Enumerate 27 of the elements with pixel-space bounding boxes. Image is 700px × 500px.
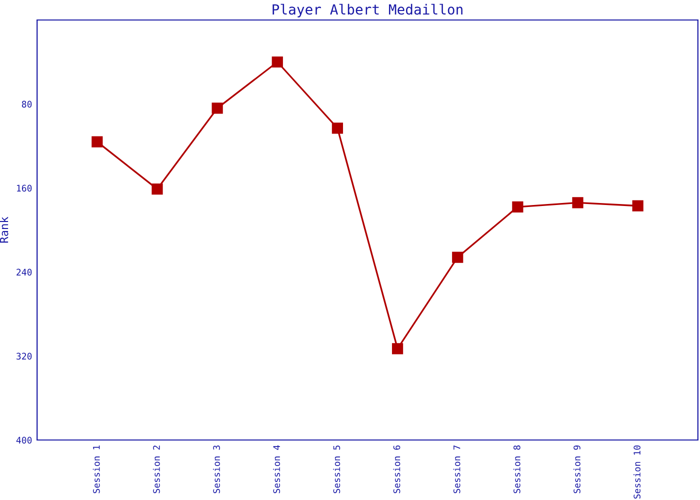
point [392,343,404,354]
point [212,102,223,114]
y-tick-label: 80 [22,100,32,108]
x-tick-label: Session 6 [393,445,400,494]
x-tick-label: Session 8 [513,445,520,494]
x-tick-label: Session 4 [273,445,280,494]
point [452,252,464,263]
x-tick-label: Session 5 [333,446,340,494]
x-tick-label: Session 7 [453,446,460,494]
point [332,122,344,134]
point [632,200,644,212]
point [572,197,584,208]
y-tick-label: 400 [16,436,32,444]
chart-title: Player Albert Medaillon [272,4,462,18]
point [272,56,283,68]
y-tick-label: 320 [16,352,32,360]
y-tick-label: 160 [17,184,32,192]
x-tick-label: Session 2 [152,446,160,494]
x-tick-label: Session 3 [212,446,220,494]
point [152,183,163,195]
x-tick-label: Session 1 [92,445,100,494]
y-axis-title: Rank [0,216,8,243]
x-tick-label: Session 9 [573,445,580,494]
y-tick-label: 240 [16,268,32,276]
point [92,136,103,148]
point [512,201,524,212]
x-tick-label: Session 10 [633,445,640,499]
